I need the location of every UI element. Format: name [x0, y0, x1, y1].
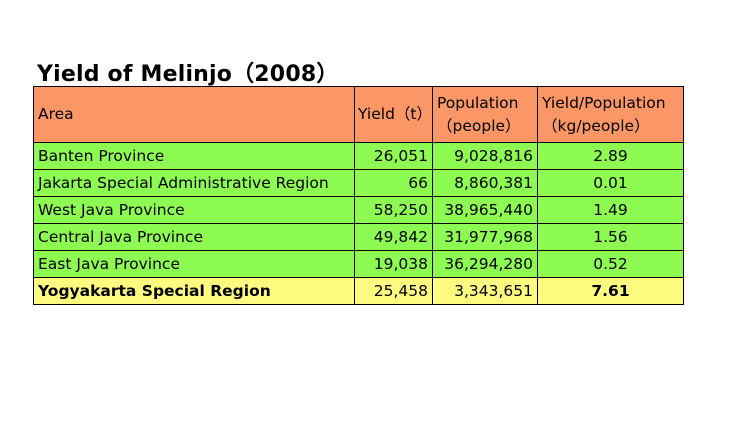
cell-population: 38,965,440	[432, 196, 538, 224]
header-yield: Yield（t）	[354, 86, 433, 143]
cell-area: Yogyakarta Special Region	[33, 277, 355, 305]
cell-population: 3,343,651	[432, 277, 538, 305]
cell-population: 8,860,381	[432, 169, 538, 197]
cell-population: 31,977,968	[432, 223, 538, 251]
cell-population: 9,028,816	[432, 142, 538, 170]
header-yield-per-population: Yield/Population （kg/people）	[537, 86, 684, 143]
cell-area: Central Java Province	[33, 223, 355, 251]
table-row: West Java Province 58,250 38,965,440 1.4…	[33, 196, 684, 224]
cell-ratio: 2.89	[537, 142, 684, 170]
cell-ratio: 1.49	[537, 196, 684, 224]
table-title: Yield of Melinjo（2008）	[37, 62, 339, 87]
melinjo-yield-table: Area Yield（t） Population （people） Yield/…	[33, 86, 684, 305]
cell-ratio: 7.61	[537, 277, 684, 305]
table-row: Banten Province 26,051 9,028,816 2.89	[33, 142, 684, 170]
cell-ratio: 0.52	[537, 250, 684, 278]
cell-yield: 66	[354, 169, 433, 197]
cell-yield: 19,038	[354, 250, 433, 278]
header-area: Area	[33, 86, 355, 143]
header-ratio-line2: （kg/people）	[542, 116, 650, 135]
header-ratio-line1: Yield/Population	[542, 93, 666, 112]
table-row: Jakarta Special Administrative Region 66…	[33, 169, 684, 197]
table-row: East Java Province 19,038 36,294,280 0.5…	[33, 250, 684, 278]
header-row: Area Yield（t） Population （people） Yield/…	[33, 86, 684, 143]
cell-population: 36,294,280	[432, 250, 538, 278]
cell-yield: 25,458	[354, 277, 433, 305]
header-population-line2: （people）	[437, 116, 521, 135]
header-population-line1: Population	[437, 93, 519, 112]
table-row-highlighted: Yogyakarta Special Region 25,458 3,343,6…	[33, 277, 684, 305]
cell-yield: 49,842	[354, 223, 433, 251]
cell-area: West Java Province	[33, 196, 355, 224]
cell-ratio: 1.56	[537, 223, 684, 251]
cell-area: East Java Province	[33, 250, 355, 278]
table-row: Central Java Province 49,842 31,977,968 …	[33, 223, 684, 251]
header-population: Population （people）	[432, 86, 538, 143]
cell-yield: 58,250	[354, 196, 433, 224]
cell-yield: 26,051	[354, 142, 433, 170]
cell-area: Jakarta Special Administrative Region	[33, 169, 355, 197]
cell-area: Banten Province	[33, 142, 355, 170]
cell-ratio: 0.01	[537, 169, 684, 197]
